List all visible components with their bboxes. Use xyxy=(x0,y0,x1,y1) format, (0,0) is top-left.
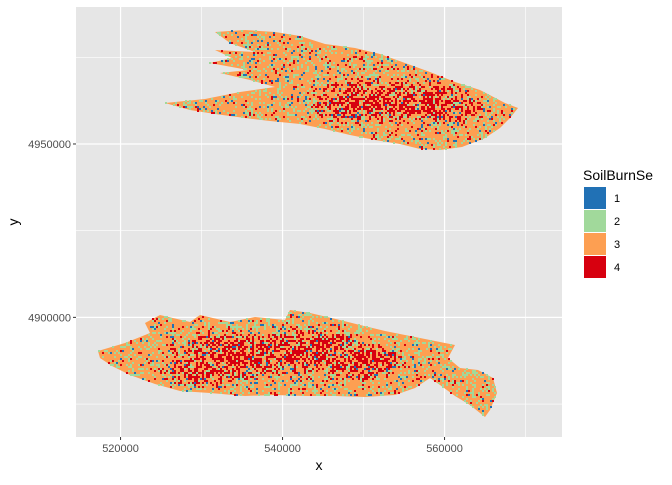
northern-burn-area xyxy=(165,30,518,150)
legend-swatch-1 xyxy=(584,187,606,209)
legend-title: SoilBurnSe xyxy=(583,167,653,183)
legend-label-1: 1 xyxy=(614,193,620,205)
legend: SoilBurnSe 1 2 3 4 xyxy=(583,167,653,278)
northern-burn-area-class-4-cells xyxy=(177,34,513,150)
southern-burn-area-class-4-cells xyxy=(102,314,494,404)
x-tick-label: 540000 xyxy=(264,443,301,455)
legend-swatch-3 xyxy=(584,233,606,255)
southern-burn-area xyxy=(98,310,497,417)
legend-label-4: 4 xyxy=(614,262,620,274)
legend-label-2: 2 xyxy=(614,216,620,228)
legend-swatch-2 xyxy=(584,210,606,232)
southern-burn-area-outline xyxy=(98,310,497,417)
legend-label-3: 3 xyxy=(614,239,620,251)
x-tick-label: 560000 xyxy=(426,443,463,455)
x-axis-title: x xyxy=(316,457,323,473)
burn-areas xyxy=(98,30,518,417)
x-axis: 520000 540000 560000 xyxy=(102,437,463,455)
y-axis: 4900000 4950000 xyxy=(28,139,76,324)
legend-swatch-4 xyxy=(584,256,606,278)
y-axis-title: y xyxy=(5,219,21,226)
x-tick-label: 520000 xyxy=(102,443,139,455)
legend-entries: 1 2 3 4 xyxy=(584,187,620,278)
y-tick-label: 4900000 xyxy=(28,312,71,324)
southern-burn-area-class-2-cells xyxy=(98,310,496,416)
y-tick-label: 4950000 xyxy=(28,139,71,151)
